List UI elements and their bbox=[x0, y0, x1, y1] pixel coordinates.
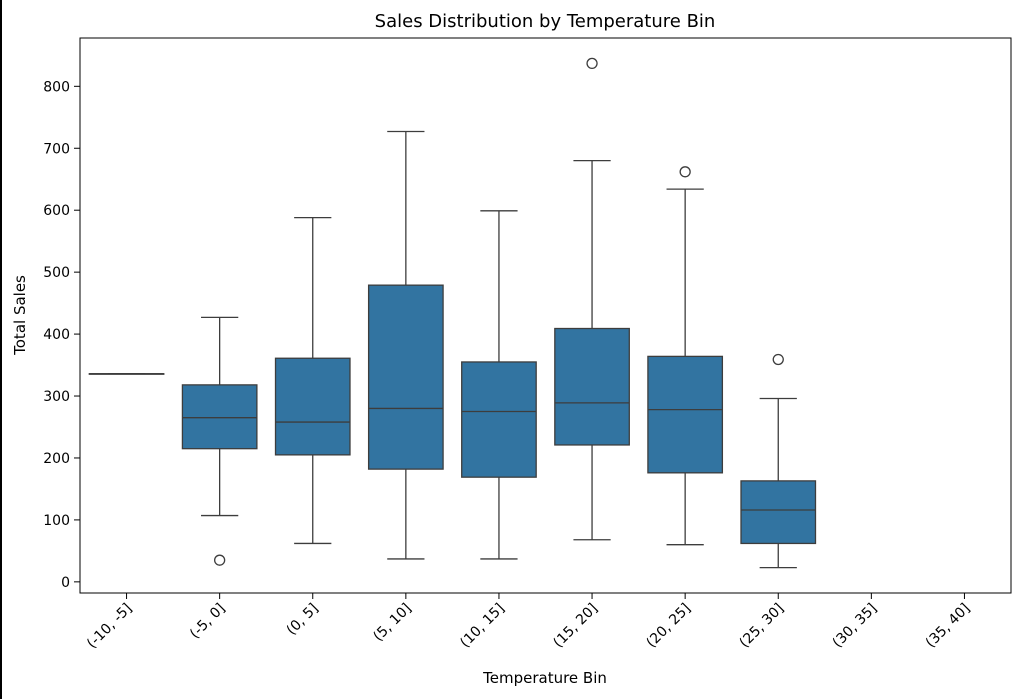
x-tick-label: (35, 40] bbox=[923, 601, 974, 652]
y-tick-label: 800 bbox=[43, 79, 70, 95]
iqr-box bbox=[554, 327, 630, 446]
y-tick-label: 200 bbox=[43, 451, 70, 467]
x-tick-label: (-5, 0] bbox=[187, 601, 229, 643]
iqr-box bbox=[461, 361, 537, 478]
iqr-box bbox=[740, 480, 817, 545]
y-tick-label: 500 bbox=[43, 265, 70, 281]
y-tick-label: 600 bbox=[43, 203, 70, 219]
y-axis: 0 100 200 300 400 500 600 700 800 bbox=[43, 79, 80, 591]
box-3 bbox=[367, 130, 444, 560]
iqr-box bbox=[647, 355, 724, 474]
x-axis-label: Temperature Bin bbox=[482, 669, 607, 687]
box-series bbox=[88, 57, 817, 569]
x-tick-label: (20, 25] bbox=[643, 601, 694, 652]
y-tick-label: 300 bbox=[43, 389, 70, 405]
y-tick-label: 700 bbox=[43, 141, 70, 157]
iqr-box bbox=[274, 357, 351, 456]
outlier-point bbox=[679, 166, 691, 178]
box-1 bbox=[181, 316, 258, 566]
x-axis: (-10, -5] (-5, 0] (0, 5] (5, 10] (10, 15] (15… bbox=[84, 593, 973, 652]
box-7 bbox=[740, 353, 817, 569]
x-tick-label: (15, 20] bbox=[550, 601, 601, 652]
y-tick-label: 400 bbox=[43, 327, 70, 343]
plot-frame bbox=[79, 37, 1012, 594]
box-6 bbox=[647, 166, 724, 546]
iqr-box bbox=[181, 384, 258, 450]
y-tick-label: 100 bbox=[43, 513, 70, 529]
box-5 bbox=[554, 57, 630, 541]
outlier-point bbox=[772, 353, 784, 366]
x-tick-label: (-10, -5] bbox=[84, 601, 135, 652]
x-tick-label: (30, 35] bbox=[830, 601, 881, 652]
window-edge bbox=[0, 0, 2, 699]
chart-title: Sales Distribution by Temperature Bin bbox=[375, 11, 716, 32]
box-2 bbox=[274, 216, 351, 545]
x-tick-label: (5, 10] bbox=[370, 601, 414, 645]
x-tick-label: (10, 15] bbox=[457, 601, 508, 652]
iqr-box bbox=[367, 284, 444, 470]
box-0 bbox=[88, 373, 165, 375]
outlier-point bbox=[213, 554, 226, 566]
box-4 bbox=[461, 210, 537, 560]
y-axis-label: Total Sales bbox=[11, 275, 29, 356]
x-tick-label: (25, 30] bbox=[737, 601, 788, 652]
outlier-point bbox=[586, 57, 598, 70]
y-tick-label: 0 bbox=[61, 575, 70, 591]
x-tick-label: (0, 5] bbox=[284, 601, 322, 639]
